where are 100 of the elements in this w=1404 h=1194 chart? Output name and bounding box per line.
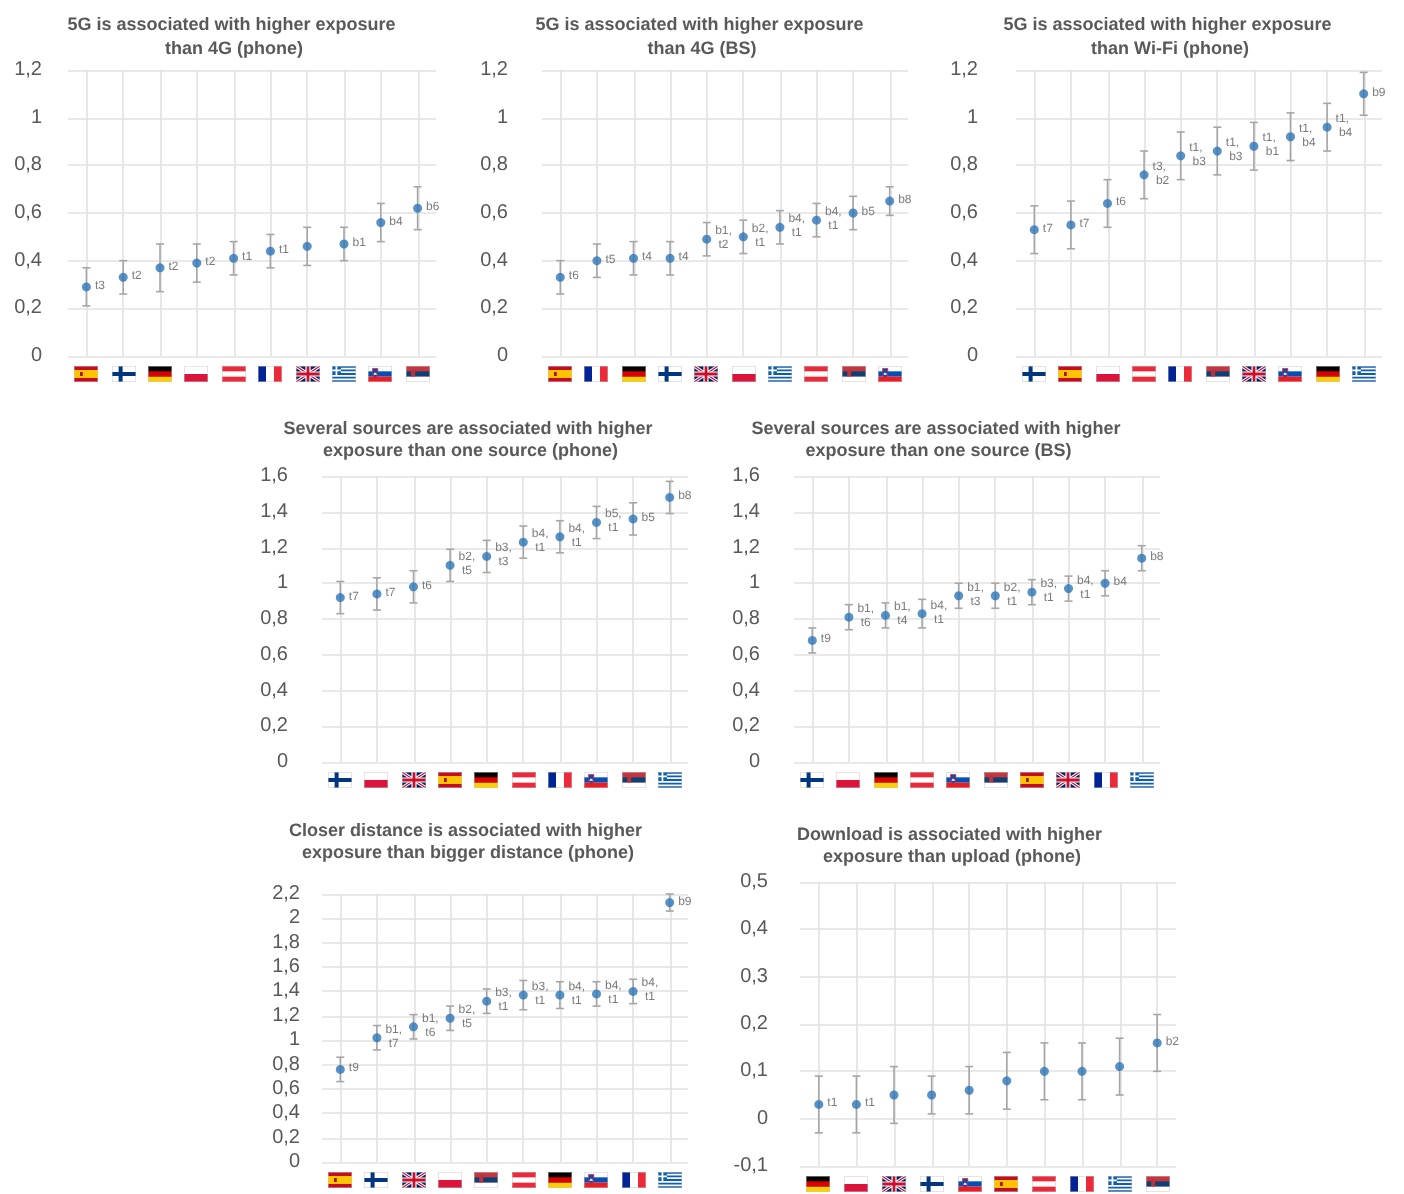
point [775, 222, 785, 232]
y-tick-label: 0 [496, 345, 509, 367]
y-tick-label: -0,1 [733, 1155, 769, 1177]
y-tick-label: 1 [496, 106, 509, 129]
point [1322, 122, 1332, 132]
y-tick-label: 0 [756, 1107, 769, 1130]
point [1100, 578, 1110, 588]
point [335, 1064, 345, 1074]
point [555, 990, 565, 1000]
y-tick-label: 1 [30, 106, 43, 129]
point [229, 253, 239, 263]
point [409, 1022, 418, 1032]
y-tick-label: 0,2 [740, 1013, 769, 1035]
y-tick-label: 1 [288, 1029, 301, 1052]
y-tick-label: 0,4 [732, 679, 761, 702]
point [807, 635, 817, 645]
point [592, 256, 602, 266]
point [372, 1033, 382, 1043]
point [192, 258, 202, 268]
point [917, 609, 927, 619]
point [885, 196, 895, 206]
y-tick-label: 1,6 [260, 465, 289, 487]
y-tick-label: 1,8 [272, 931, 301, 954]
point [665, 898, 675, 908]
point [155, 263, 165, 273]
y-tick-label: 0,1 [740, 1060, 769, 1083]
point [1103, 198, 1112, 208]
y-tick-label: 1,4 [272, 980, 301, 1003]
point [482, 551, 492, 561]
point [339, 239, 349, 249]
point [1139, 170, 1149, 180]
y-tick-label: 0,8 [260, 608, 289, 630]
y-tick-label: 0,4 [14, 249, 43, 272]
point [665, 492, 675, 502]
y-tick-label: 0,6 [732, 643, 761, 666]
point [814, 1099, 824, 1109]
y-tick-label: 0,2 [732, 715, 761, 738]
y-tick-label: 0,8 [272, 1053, 301, 1076]
point [881, 610, 890, 620]
point [1249, 141, 1259, 151]
point [1212, 146, 1222, 156]
y-tick-label: 0,4 [950, 249, 979, 272]
point [844, 612, 854, 622]
y-tick-label: 1,2 [14, 59, 43, 81]
point [738, 232, 748, 242]
y-tick-label: 0,6 [480, 202, 509, 224]
point [1176, 151, 1186, 161]
point [482, 996, 492, 1006]
y-tick-label: 0,4 [272, 1102, 301, 1125]
point [518, 537, 528, 547]
y-tick-label: 0,2 [950, 297, 979, 320]
y-tick-label: 1,4 [732, 500, 761, 523]
chart-title: 5G is associated with higher exposure than 4G (BS) [535, 14, 869, 58]
point [628, 986, 638, 996]
point [445, 1013, 455, 1023]
point [848, 208, 858, 218]
y-tick-label: 0,8 [732, 608, 761, 630]
point [1029, 225, 1039, 235]
point [265, 246, 275, 256]
point [445, 560, 455, 570]
chart-title: Closer distance is associated with higher exposure than bigger distance (phone) [288, 820, 648, 862]
chart-title: Several sources are associated with higher exposure than one source (BS) [751, 418, 1122, 460]
point [628, 514, 638, 524]
y-tick-label: 0,4 [740, 918, 769, 941]
chart-title: 5G is associated with higher exposure than 4G (phone) [67, 14, 401, 58]
y-tick-label: 2 [288, 907, 301, 930]
point [851, 1099, 861, 1109]
point [555, 532, 565, 542]
point [1002, 1076, 1012, 1086]
y-tick-label: 1,2 [732, 536, 761, 559]
point [413, 203, 423, 213]
y-tick-label: 1 [966, 106, 979, 129]
y-tick-label: 1 [748, 572, 761, 595]
chart-title: Several sources are associated with higher exposure than one source (phone) [283, 418, 654, 460]
y-tick-label: 0 [748, 751, 761, 773]
point [376, 218, 386, 228]
y-tick-label: 1,6 [272, 956, 301, 979]
point [1115, 1062, 1125, 1072]
y-tick-label: 1,6 [732, 465, 761, 487]
y-tick-label: 1,2 [260, 536, 289, 559]
point [812, 215, 821, 225]
y-tick-label: 0,4 [260, 679, 289, 702]
y-tick-label: 0,3 [740, 965, 769, 988]
point [1286, 132, 1295, 142]
point [964, 1085, 974, 1095]
point [518, 990, 528, 1000]
y-tick-label: 0,5 [740, 871, 769, 893]
y-tick-label: 1,2 [480, 59, 509, 81]
chart-title: 5G is associated with higher exposure than Wi-Fi (phone) [1003, 14, 1337, 58]
y-tick-label: 0,6 [14, 202, 43, 224]
point [665, 253, 675, 263]
point [118, 272, 128, 282]
point [702, 234, 712, 244]
chart-title: Download is associated with higher exposure than upload (phone) [796, 824, 1108, 866]
y-tick-label: 0,6 [950, 202, 979, 224]
y-tick-label: 0 [966, 345, 979, 367]
y-tick-label: 0,4 [480, 249, 509, 272]
y-tick-label: 0,2 [260, 715, 289, 738]
point [592, 989, 601, 999]
point [409, 582, 418, 592]
